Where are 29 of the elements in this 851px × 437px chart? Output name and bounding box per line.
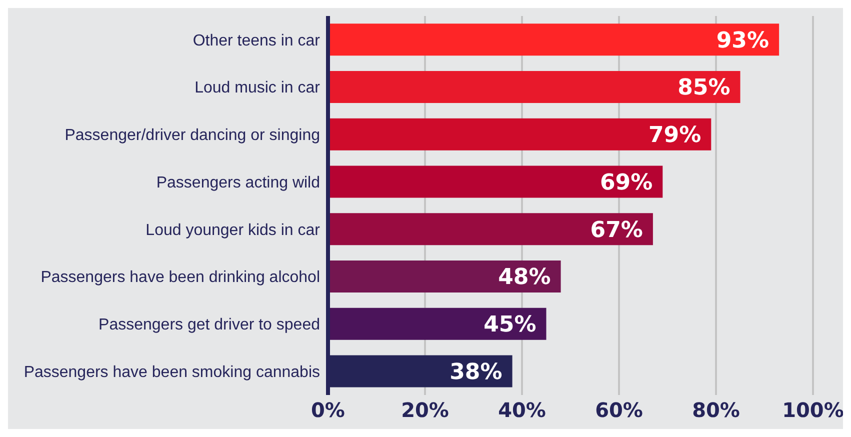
y-tick-label: Passengers get driver to speed: [98, 316, 320, 334]
bar: [328, 118, 712, 150]
data-label: 85%: [678, 76, 730, 101]
data-label: 67%: [590, 218, 643, 243]
x-tick-label: 80%: [692, 398, 740, 422]
x-tick-label: 20%: [401, 398, 449, 422]
data-label: 69%: [600, 170, 653, 196]
y-tick-label: Loud music in car: [194, 80, 321, 97]
bar: [328, 213, 653, 246]
bar: [328, 70, 740, 103]
bar: [328, 24, 780, 56]
bar: [328, 260, 561, 292]
x-tick-label: 40%: [498, 398, 546, 422]
x-tick-label: 0%: [311, 398, 345, 422]
data-label: 45%: [484, 312, 536, 338]
x-tick-label: 100%: [782, 398, 844, 422]
data-label: 93%: [716, 28, 770, 54]
data-label: 79%: [648, 123, 702, 148]
y-tick-label: Passengers have been smoking cannabis: [24, 364, 320, 381]
y-tick-label: Passenger/driver dancing or singing: [64, 127, 320, 144]
bar: [328, 166, 663, 198]
data-label: 38%: [450, 360, 502, 385]
y-tick-label: Passengers have been drinking alcohol: [40, 269, 320, 286]
y-tick-label: Loud younger kids in car: [146, 222, 321, 239]
bar: [328, 308, 546, 340]
y-tick-label: Other teens in car: [192, 32, 321, 50]
data-label: 48%: [498, 265, 551, 290]
x-tick-label: 60%: [595, 398, 643, 422]
y-tick-label: Passengers acting wild: [156, 174, 320, 192]
